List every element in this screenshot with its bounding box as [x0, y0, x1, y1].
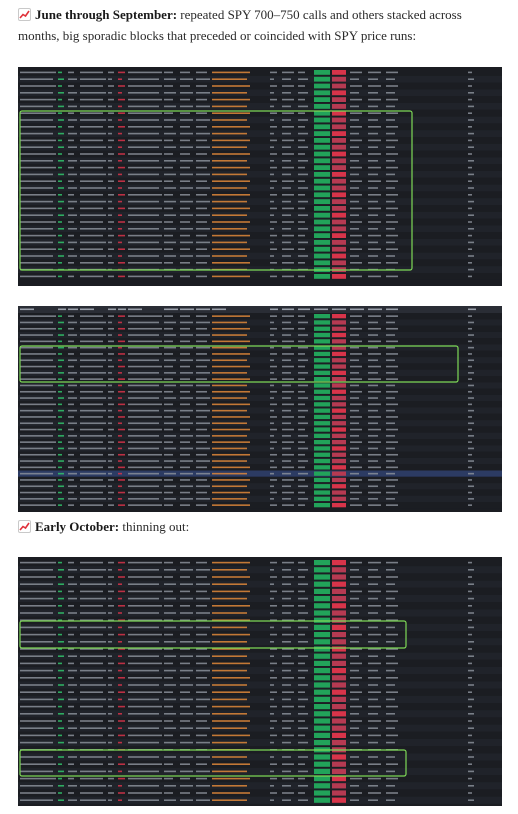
- paragraph-text: repeated SPY 700–750 calls and others st…: [18, 7, 462, 43]
- paragraph-june-september: June through September: repeated SPY 700…: [18, 4, 502, 46]
- paragraph-lead: June through September:: [35, 7, 178, 22]
- chart-increasing-icon: [18, 8, 31, 21]
- paragraph-lead: Early October:: [35, 519, 120, 534]
- paragraph-early-october: Early October: thinning out:: [18, 516, 502, 537]
- screenshot-flow-table-3: [18, 557, 502, 806]
- screenshot-flow-table-2: [18, 306, 502, 512]
- screenshot-flow-table-1: [18, 67, 502, 286]
- chart-increasing-icon: [18, 520, 31, 533]
- paragraph-text: thinning out:: [119, 519, 190, 534]
- flow-table-image: [18, 306, 502, 512]
- flow-table-image: [18, 67, 502, 286]
- flow-table-image: [18, 557, 502, 806]
